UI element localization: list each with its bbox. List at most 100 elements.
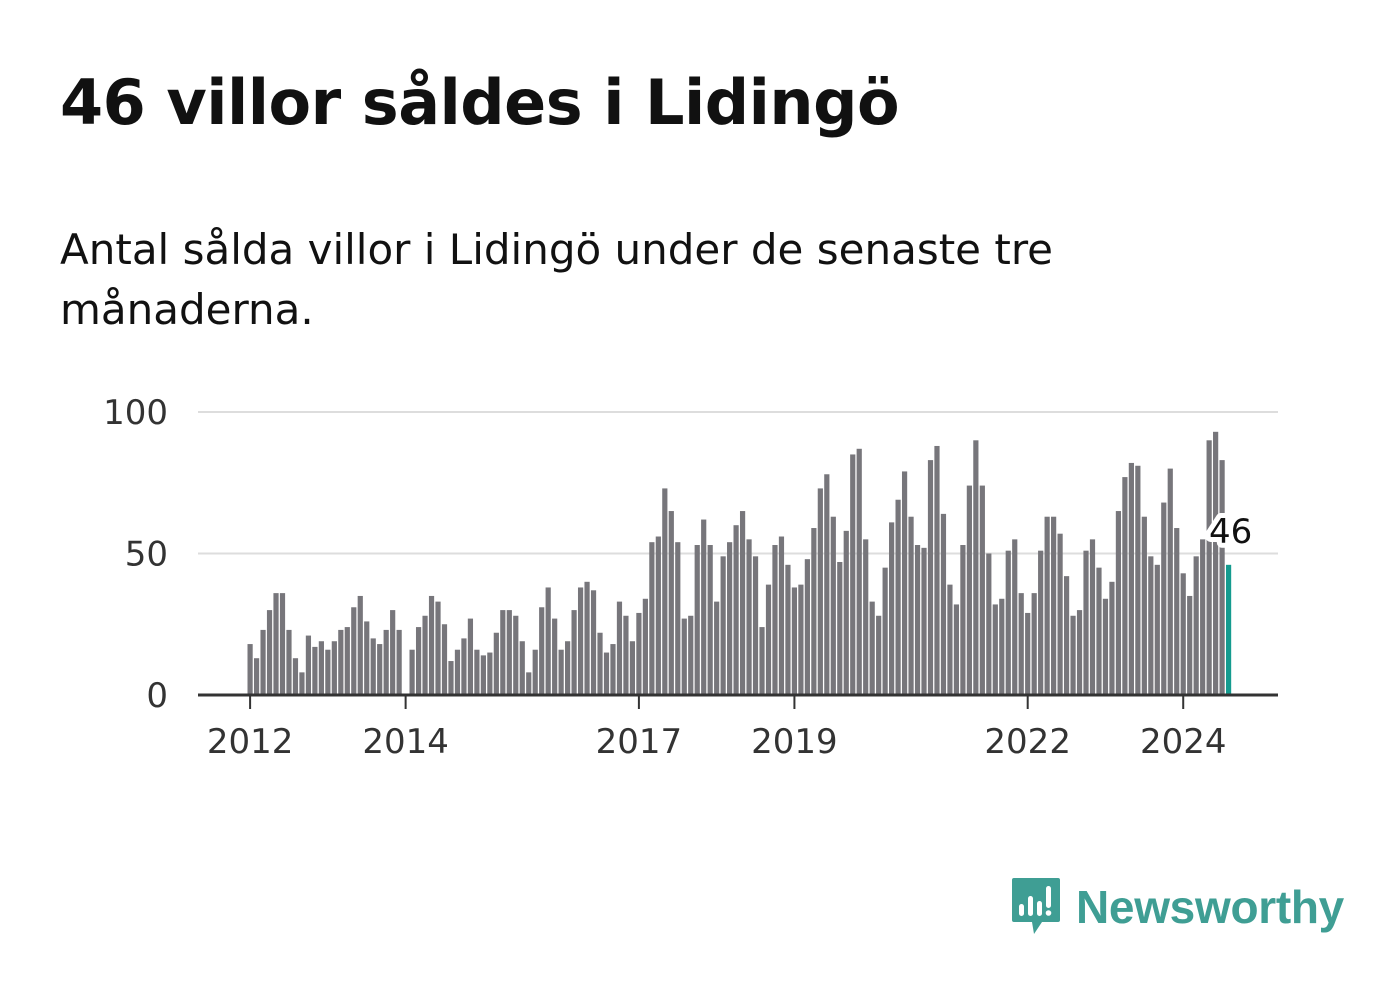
bar — [1076, 610, 1083, 695]
bar — [655, 536, 661, 695]
bar — [901, 471, 908, 695]
bar — [934, 445, 940, 695]
bar — [1115, 511, 1122, 695]
bar — [318, 641, 324, 695]
bar — [552, 618, 558, 695]
bar — [681, 618, 687, 695]
bar — [739, 511, 746, 695]
bar — [383, 629, 389, 695]
bar — [850, 454, 856, 695]
bar — [325, 649, 331, 695]
bar — [752, 556, 759, 695]
bar — [1051, 516, 1057, 695]
bar — [694, 545, 700, 695]
bar — [1070, 615, 1076, 695]
bar — [876, 615, 882, 695]
bar — [1213, 431, 1219, 695]
bar — [616, 601, 623, 695]
bar-series — [247, 431, 1232, 695]
bar — [344, 627, 350, 695]
bar — [577, 587, 584, 695]
chart-title: 46 villor såldes i Lidingö — [60, 66, 900, 139]
bar — [785, 564, 791, 695]
bar — [772, 545, 778, 695]
bar — [817, 488, 823, 695]
bar — [266, 610, 273, 695]
bar — [493, 632, 499, 695]
bar — [422, 615, 428, 695]
bar — [778, 536, 785, 695]
bar — [1122, 477, 1128, 695]
bar — [1063, 576, 1070, 695]
bar — [675, 542, 681, 695]
bar — [357, 595, 363, 695]
bar — [260, 629, 266, 695]
bar — [979, 485, 985, 695]
bar — [623, 615, 629, 695]
x-tick-label: 2012 — [207, 722, 294, 762]
bar — [1174, 528, 1180, 695]
bar — [973, 440, 979, 695]
bar — [377, 644, 383, 695]
bar — [1102, 598, 1109, 695]
bar — [765, 584, 772, 695]
bar — [798, 584, 804, 695]
bar — [1135, 465, 1141, 695]
bar — [882, 567, 888, 695]
x-axis-ticks: 2012 2014 2017 2019 2022 2024 — [207, 695, 1226, 762]
bar — [409, 649, 415, 695]
bar — [921, 547, 927, 695]
bar — [714, 601, 720, 695]
bar — [811, 528, 817, 695]
bar — [1057, 533, 1063, 695]
bar — [603, 652, 610, 695]
bar — [889, 522, 895, 695]
bar — [396, 629, 402, 695]
bar — [435, 601, 441, 695]
bar — [571, 610, 577, 695]
bar — [1180, 573, 1186, 695]
bar — [597, 632, 603, 695]
bar — [908, 516, 914, 695]
bar — [526, 672, 532, 695]
y-tick-label: 50 — [125, 535, 168, 575]
y-tick-label: 100 — [103, 393, 168, 433]
bar — [610, 644, 616, 695]
bar — [668, 511, 674, 695]
bar — [869, 601, 875, 695]
bar — [629, 641, 636, 695]
bar — [545, 587, 551, 695]
bar — [1154, 564, 1160, 695]
bar — [863, 539, 869, 695]
bar — [305, 635, 312, 695]
bar — [351, 607, 357, 695]
bar — [415, 627, 422, 695]
bar — [1089, 539, 1096, 695]
bar — [331, 641, 337, 695]
bar — [824, 474, 830, 695]
bar — [273, 593, 279, 695]
brand-name: Newsworthy — [1076, 881, 1344, 933]
x-tick-label: 2014 — [362, 722, 449, 762]
bar — [519, 641, 525, 695]
bar — [701, 519, 707, 695]
bar — [584, 581, 590, 695]
bar — [804, 559, 810, 695]
bar — [966, 485, 972, 695]
x-tick-label: 2022 — [984, 722, 1071, 762]
bar — [636, 612, 642, 695]
bar — [856, 448, 862, 695]
bar — [565, 641, 571, 695]
bar — [999, 598, 1005, 695]
bar — [467, 618, 474, 695]
bar — [441, 624, 448, 695]
bar — [1187, 595, 1193, 695]
bar — [1128, 462, 1134, 695]
bar — [837, 561, 843, 695]
bar — [487, 652, 493, 695]
bar — [662, 488, 668, 695]
bar — [843, 530, 849, 695]
bar — [733, 525, 739, 695]
bar — [513, 615, 519, 695]
bar — [1096, 567, 1102, 695]
